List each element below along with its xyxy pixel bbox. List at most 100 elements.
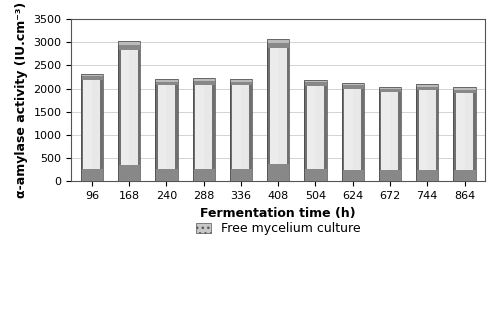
Bar	[232, 86, 241, 169]
Bar	[304, 80, 307, 181]
Bar	[155, 79, 178, 82]
Bar	[304, 80, 326, 181]
Bar	[267, 40, 289, 48]
Bar	[379, 87, 401, 93]
Bar	[436, 84, 438, 181]
Bar	[195, 85, 203, 169]
Bar	[418, 84, 436, 181]
Bar	[80, 74, 103, 181]
Bar	[118, 165, 141, 181]
Bar	[304, 80, 326, 86]
Bar	[416, 170, 438, 181]
Bar	[416, 84, 438, 90]
Bar	[118, 41, 141, 45]
Y-axis label: α-amylase activity (IU.cm⁻³): α-amylase activity (IU.cm⁻³)	[15, 2, 28, 198]
Bar	[84, 80, 92, 168]
Bar	[344, 82, 361, 181]
Bar	[454, 87, 475, 93]
Bar	[118, 41, 141, 181]
Bar	[138, 41, 140, 181]
Bar	[80, 74, 103, 80]
Bar	[473, 87, 476, 181]
Bar	[379, 87, 401, 181]
Bar	[80, 74, 84, 181]
Bar	[454, 87, 475, 90]
Bar	[379, 87, 401, 181]
Bar	[230, 79, 252, 181]
Bar	[250, 79, 252, 181]
Bar	[342, 170, 364, 181]
Bar	[454, 87, 456, 181]
Bar	[342, 82, 364, 88]
Bar	[416, 84, 418, 181]
Bar	[270, 40, 286, 181]
Bar	[267, 40, 270, 181]
Bar	[232, 79, 250, 181]
Bar	[456, 93, 464, 170]
Bar	[158, 86, 166, 169]
Bar	[270, 48, 278, 164]
Bar	[80, 74, 103, 181]
Bar	[454, 87, 475, 181]
Bar	[155, 79, 178, 181]
Bar	[324, 80, 326, 181]
Bar	[342, 82, 364, 85]
Bar	[307, 80, 324, 181]
Bar	[192, 169, 215, 181]
Bar	[175, 79, 178, 181]
Bar	[456, 87, 473, 181]
Bar	[267, 40, 289, 181]
Bar	[379, 87, 382, 181]
Bar	[155, 79, 178, 181]
Bar	[80, 74, 103, 76]
Bar	[192, 78, 215, 85]
Bar	[230, 79, 252, 82]
Bar	[286, 40, 290, 181]
X-axis label: Fermentation time (h): Fermentation time (h)	[200, 207, 356, 220]
Bar	[454, 87, 475, 181]
Bar	[342, 82, 344, 181]
Bar	[418, 90, 427, 170]
Bar	[230, 79, 232, 181]
Bar	[230, 169, 252, 181]
Bar	[398, 87, 401, 181]
Bar	[84, 74, 100, 181]
Bar	[192, 78, 215, 81]
Bar	[342, 82, 364, 181]
Bar	[118, 41, 141, 50]
Bar	[118, 41, 141, 181]
Bar	[416, 84, 438, 87]
Bar	[155, 169, 178, 181]
Bar	[342, 82, 364, 181]
Bar	[267, 40, 289, 43]
Bar	[212, 78, 215, 181]
Bar	[230, 79, 252, 86]
Bar	[344, 88, 352, 170]
Bar	[192, 78, 215, 181]
Bar	[361, 82, 364, 181]
Bar	[100, 74, 103, 181]
Bar	[195, 78, 212, 181]
Bar	[80, 168, 103, 181]
Bar	[155, 79, 178, 86]
Bar	[382, 87, 398, 181]
Bar	[120, 50, 129, 165]
Bar	[192, 78, 215, 181]
Bar	[379, 170, 401, 181]
Bar	[304, 169, 326, 181]
Bar	[382, 93, 390, 170]
Bar	[158, 79, 175, 181]
Bar	[454, 170, 475, 181]
Bar	[304, 80, 326, 82]
Bar	[230, 79, 252, 181]
Bar	[304, 80, 326, 181]
Bar	[120, 41, 138, 181]
Bar	[416, 84, 438, 181]
Bar	[416, 84, 438, 181]
Legend: Free mycelium culture: Free mycelium culture	[191, 217, 366, 240]
Bar	[307, 86, 316, 169]
Bar	[379, 87, 401, 89]
Bar	[155, 79, 158, 181]
Bar	[267, 40, 289, 181]
Bar	[192, 78, 195, 181]
